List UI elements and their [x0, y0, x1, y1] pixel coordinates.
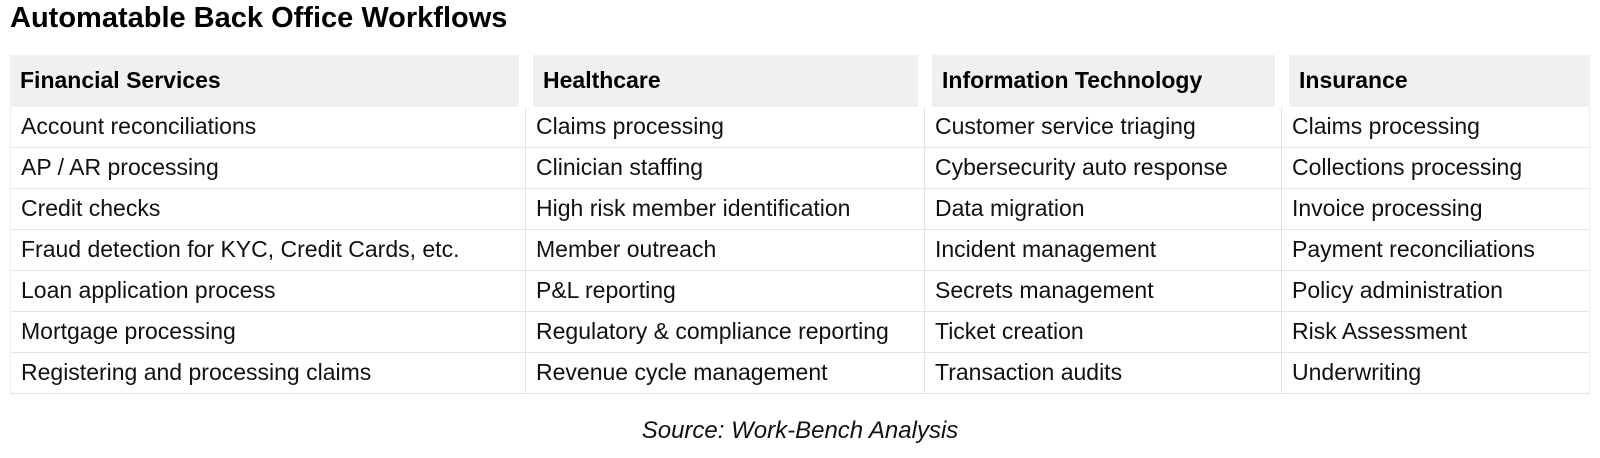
table-cell: Clinician staffing [526, 148, 925, 189]
table-cell: Ticket creation [925, 312, 1282, 353]
table-cell: Secrets management [925, 271, 1282, 312]
table-cell: Incident management [925, 230, 1282, 271]
table-cell: Policy administration [1282, 271, 1590, 312]
column-header-information-technology: Information Technology [925, 55, 1282, 107]
header-row: Financial Services Healthcare Information … [10, 55, 1590, 107]
table-cell: Invoice processing [1282, 189, 1590, 230]
table-cell: P&L reporting [526, 271, 925, 312]
figure-title: Automatable Back Office Workflows [10, 2, 508, 34]
table-cell: Claims processing [526, 107, 925, 148]
table-cell: Data migration [925, 189, 1282, 230]
table-cell: Mortgage processing [10, 312, 526, 353]
table-cell: Fraud detection for KYC, Credit Cards, e… [10, 230, 526, 271]
table-cell: AP / AR processing [10, 148, 526, 189]
table-cell: Customer service triaging [925, 107, 1282, 148]
table-cell: Account reconciliations [10, 107, 526, 148]
source-caption: Source: Work-Bench Analysis [641, 417, 959, 444]
table-row: Mortgage processing Regulatory & complian… [10, 312, 1590, 353]
table-cell: Collections processing [1282, 148, 1590, 189]
table-cell: Underwriting [1282, 353, 1590, 394]
table-cell: Loan application process [10, 271, 526, 312]
table-cell: Risk Assessment [1282, 312, 1590, 353]
table-row: AP / AR processing Clinician staffing Cybe… [10, 148, 1590, 189]
table-body: Account reconciliations Claims processing… [10, 107, 1590, 394]
column-header-insurance: Insurance [1282, 55, 1590, 107]
table-cell: Regulatory & compliance reporting [526, 312, 925, 353]
table-cell: Member outreach [526, 230, 925, 271]
column-header-healthcare: Healthcare [526, 55, 925, 107]
table-cell: Cybersecurity auto response [925, 148, 1282, 189]
table-cell: Credit checks [10, 189, 526, 230]
table-row: Account reconciliations Claims processing… [10, 107, 1590, 148]
table-cell: High risk member identification [526, 189, 925, 230]
column-header-financial-services: Financial Services [10, 55, 526, 107]
workflows-table: Financial Services Healthcare Information … [10, 55, 1590, 394]
table-cell: Payment reconciliations [1282, 230, 1590, 271]
table-cell: Registering and processing claims [10, 353, 526, 394]
table-row: Credit checks High risk member identifica… [10, 189, 1590, 230]
table-row: Registering and processing claims Revenue… [10, 353, 1590, 394]
table-cell: Revenue cycle management [526, 353, 925, 394]
table-row: Fraud detection for KYC, Credit Cards, e… [10, 230, 1590, 271]
table-row: Loan application process P&L reporting Sec… [10, 271, 1590, 312]
table-cell: Claims processing [1282, 107, 1590, 148]
table-cell: Transaction audits [925, 353, 1282, 394]
